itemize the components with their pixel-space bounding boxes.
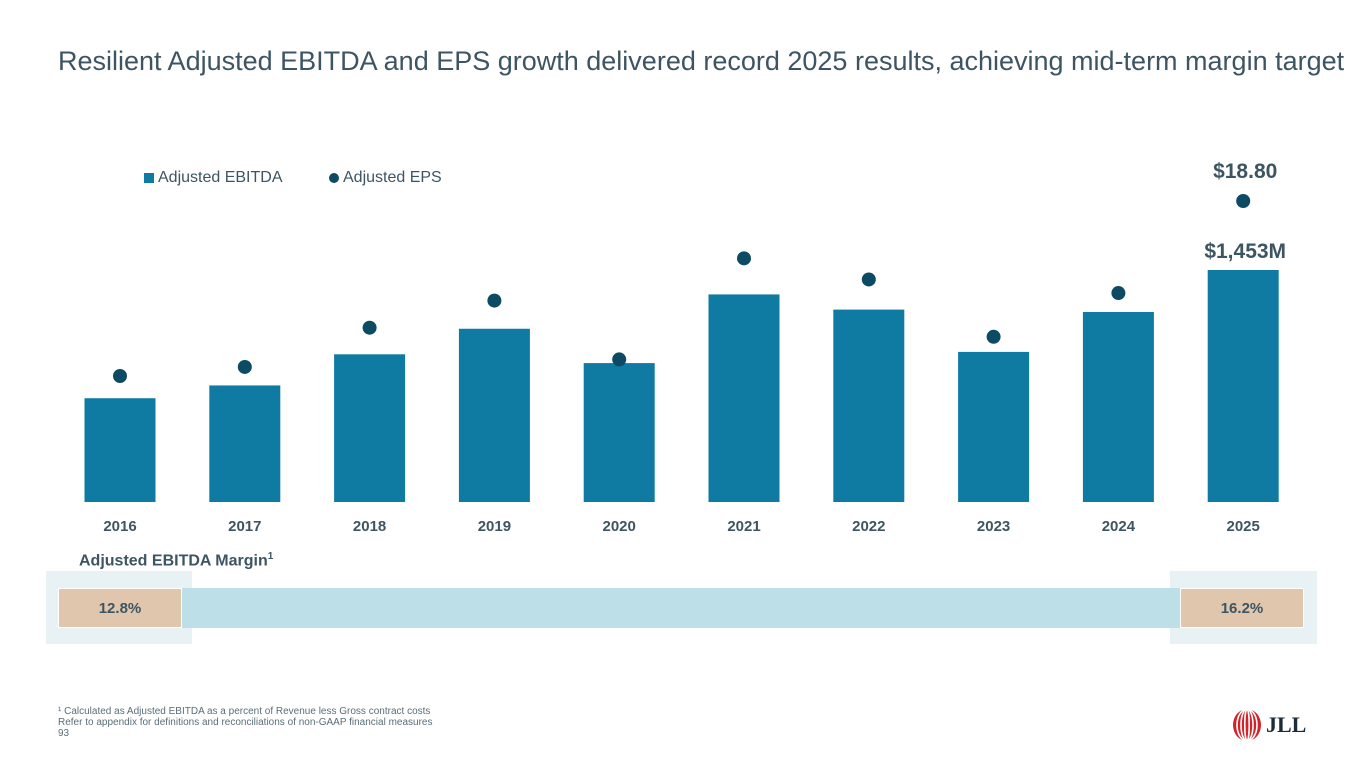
dot-eps-2016: [113, 369, 127, 383]
margin-end-box: 16.2%: [1180, 588, 1304, 628]
x-tick-2023: 2023: [977, 518, 1010, 535]
bar-ebitda-2020: [583, 363, 655, 502]
margin-title-text: Adjusted EBITDA Margin: [79, 552, 268, 570]
dot-eps-2021: [737, 251, 751, 266]
bar-ebitda-2023: [958, 351, 1030, 502]
bar-ebitda-2018: [334, 354, 406, 502]
dot-eps-2022: [861, 272, 876, 287]
bar-dot-chart: 2016 2017 2018 2019 2020 2021 2022 2023 2024 2025…: [84, 160, 1286, 535]
legend-swatch-ebitda: [144, 173, 154, 183]
bar-ebitda-2022: [833, 309, 905, 502]
legend-label-eps: Adjusted EPS: [343, 169, 442, 186]
dot-eps-2024: [1111, 286, 1126, 301]
jll-globe-icon: [1233, 708, 1261, 742]
margin-start-box: 12.8%: [58, 588, 182, 628]
footnotes: ¹ Calculated as Adjusted EBITDA as a per…: [58, 706, 432, 739]
x-tick-2022: 2022: [852, 518, 885, 535]
bar-ebitda-2021: [708, 294, 780, 502]
ebitda-data-label-2025: $1,453M: [1204, 240, 1286, 263]
margin-start-value: 12.8%: [98, 599, 142, 617]
jll-logo: JLL: [1232, 708, 1306, 742]
bar-ebitda-2024: [1082, 311, 1154, 502]
legend-label-ebitda: Adjusted EBITDA: [158, 169, 283, 186]
dot-eps-2020: [612, 352, 627, 367]
x-tick-2024: 2024: [1102, 518, 1136, 535]
dot-eps-2023: [986, 329, 1001, 344]
footnote-1: ¹ Calculated as Adjusted EBITDA as a per…: [58, 706, 431, 717]
legend-item-ebitda: Adjusted EBITDA: [144, 169, 283, 187]
page-number: 93: [58, 728, 70, 739]
margin-title-sup: 1: [267, 551, 274, 562]
dot-eps-2018: [362, 320, 377, 335]
margin-title: Adjusted EBITDA Margin1: [79, 551, 273, 570]
legend-dot-eps: [329, 173, 339, 183]
x-tick-2019: 2019: [478, 518, 511, 535]
bar-ebitda-2017: [209, 385, 281, 502]
legend-item-eps: Adjusted EPS: [329, 169, 442, 187]
margin-band: [58, 588, 1304, 628]
page-title: Resilient Adjusted EBITDA and EPS growth…: [58, 46, 1345, 76]
eps-data-label-2025: $18.80: [1213, 160, 1277, 183]
bar-ebitda-2019: [458, 328, 530, 502]
dot-eps-2017: [237, 359, 252, 374]
logo-text: JLL: [1266, 712, 1307, 737]
x-tick-2020: 2020: [603, 518, 636, 535]
x-tick-2016: 2016: [103, 518, 136, 535]
margin-end-value: 16.2%: [1220, 599, 1264, 617]
bar-ebitda-2016: [84, 398, 156, 502]
dot-eps-2025: [1236, 194, 1251, 208]
dot-eps-2019: [487, 293, 502, 308]
x-tick-2025: 2025: [1227, 518, 1260, 535]
x-tick-2018: 2018: [353, 518, 386, 535]
x-tick-2017: 2017: [228, 518, 261, 535]
footnote-2: Refer to appendix for definitions and re…: [58, 717, 433, 728]
x-tick-2021: 2021: [727, 518, 760, 535]
bar-ebitda-2025: [1207, 270, 1279, 502]
